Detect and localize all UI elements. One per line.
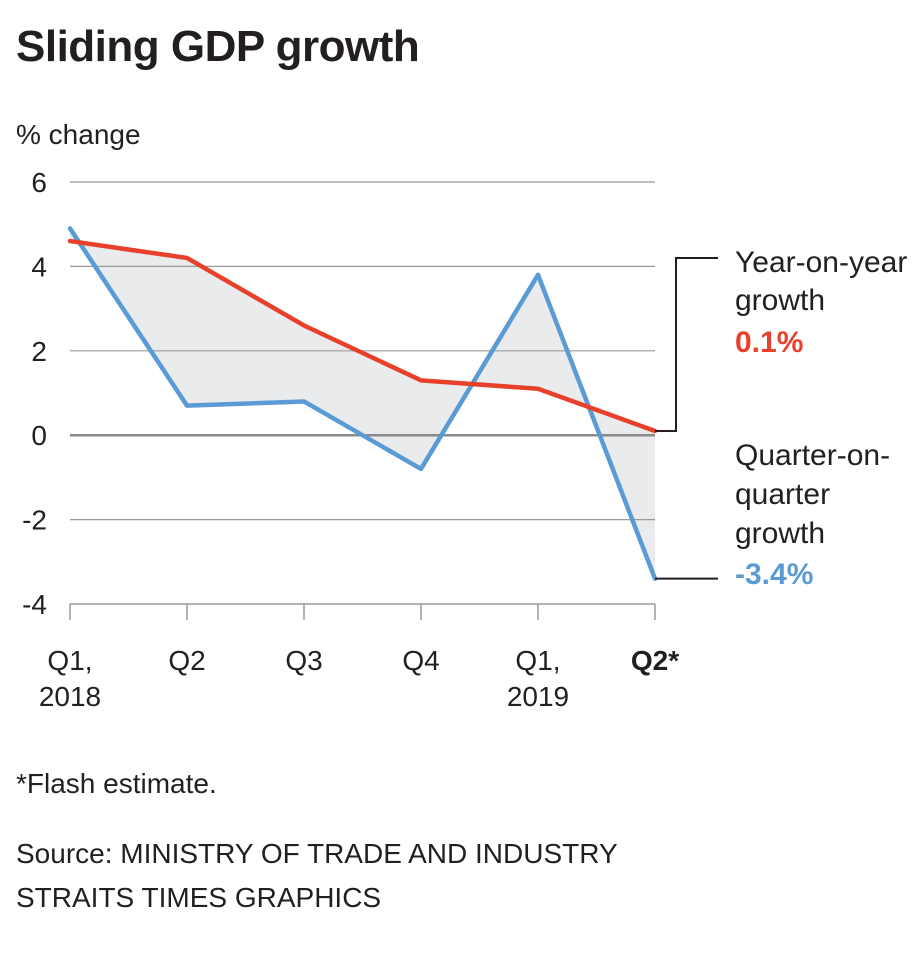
y-tick-label: 0 <box>31 420 47 451</box>
x-tick-label: Q1, <box>47 645 92 676</box>
qoq-label: Quarter-on- <box>735 439 890 472</box>
x-tick-label: 2018 <box>39 681 101 712</box>
credit-text: STRAITS TIMES GRAPHICS <box>16 882 382 913</box>
y-axis-ticks: 6 4 2 0 -2 -4 <box>22 167 47 620</box>
yoy-end-value: 0.1% <box>735 326 803 359</box>
yoy-leader-line <box>655 257 718 432</box>
series-gap-fill <box>70 228 655 579</box>
series-annotations: Year-on-year growth 0.1% Quarter-on-quarter… <box>655 246 907 591</box>
area-between-series <box>70 228 655 579</box>
x-tick-label: Q2* <box>631 645 679 676</box>
y-tick-label: 6 <box>31 167 47 198</box>
y-tick-label: -2 <box>22 505 47 536</box>
x-tick-label: Q4 <box>402 645 439 676</box>
x-tick-label: Q1, <box>515 645 560 676</box>
source-text: Source: MINISTRY OF TRADE AND INDUSTRY <box>16 838 618 869</box>
x-axis-ticks: Q1, 2018 Q2 Q3 Q4 Q1, 2019 Q2* <box>39 604 679 712</box>
yoy-label: growth <box>735 284 825 317</box>
year-on-year-line <box>67 238 658 434</box>
yoy-label: Year-on-year <box>735 246 907 279</box>
y-tick-label: 4 <box>31 251 47 282</box>
y-axis-label: % change <box>16 119 141 150</box>
chart-title: Sliding GDP growth <box>16 22 420 71</box>
qoq-end-value: -3.4% <box>735 558 813 591</box>
qoq-label: quarter <box>735 478 830 511</box>
x-tick-label: Q2 <box>168 645 205 676</box>
y-tick-label: 2 <box>31 336 47 367</box>
series-lines <box>67 226 658 581</box>
footnote: *Flash estimate. <box>16 768 217 799</box>
quarter-on-quarter-line <box>67 226 658 581</box>
y-tick-label: -4 <box>22 589 47 620</box>
qoq-label: growth <box>735 517 825 550</box>
x-tick-label: Q3 <box>285 645 322 676</box>
x-tick-label: 2019 <box>507 681 569 712</box>
